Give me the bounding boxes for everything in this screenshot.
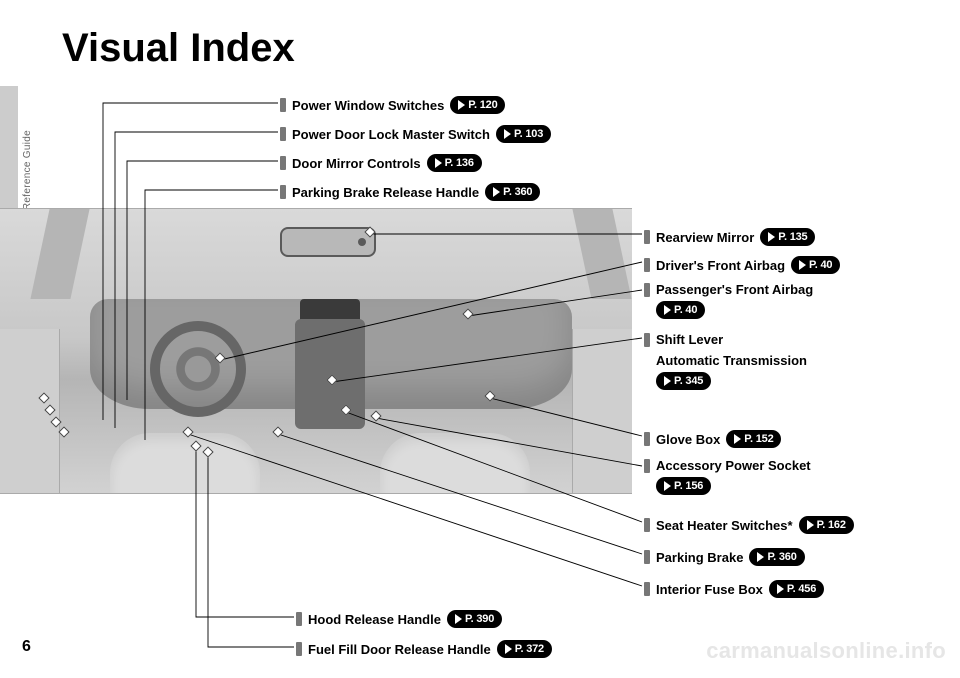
callout-label: Rearview Mirror [656,230,754,245]
page-number: 6 [22,638,31,656]
callout-right: Interior Fuse Box P. 456 [644,580,824,598]
callout-label: Passenger's Front Airbag [656,282,813,297]
callout-label: Fuel Fill Door Release Handle [308,642,491,657]
callout-top: Power Door Lock Master Switch P. 103 [280,125,551,143]
callout-label: Interior Fuse Box [656,582,763,597]
callout-label: Power Door Lock Master Switch [292,127,490,142]
callout-label: Door Mirror Controls [292,156,421,171]
callout-top: Power Window Switches P. 120 [280,96,505,114]
page-ref-pill[interactable]: P. 390 [447,610,502,628]
callout-tick-icon [280,98,286,112]
page-ref-pill[interactable]: P. 156 [656,477,711,495]
callout-tick-icon [644,432,650,446]
callout-label: Driver's Front Airbag [656,258,785,273]
right-door-panel [572,329,632,494]
callout-label: Accessory Power Socket [656,458,811,473]
callout-tick-icon [644,550,650,564]
callout-label: Power Window Switches [292,98,444,113]
left-a-pillar [30,209,89,299]
callout-tick-icon [644,333,650,347]
page-ref-pill[interactable]: P. 456 [769,580,824,598]
page-ref-pill[interactable]: P. 40 [791,256,840,274]
callout-right: Glove Box P. 152 [644,430,781,448]
callout-label: Glove Box [656,432,720,447]
right-a-pillar [572,209,631,299]
page-title: Visual Index [62,26,295,71]
callout-bottom: Fuel Fill Door Release Handle P. 372 [296,640,552,658]
callout-right: Accessory Power Socket P. 156 [644,458,811,495]
steering-wheel [150,321,246,417]
callout-tick-icon [280,127,286,141]
callout-right: Parking Brake P. 360 [644,548,805,566]
callout-tick-icon [644,518,650,532]
callout-right: Shift Lever Automatic Transmission P. 345 [644,332,807,390]
callout-tick-icon [644,258,650,272]
callout-tick-icon [644,230,650,244]
callout-right: Passenger's Front Airbag P. 40 [644,282,813,319]
callout-tick-icon [644,283,650,297]
page-ref-pill[interactable]: P. 40 [656,301,705,319]
page-ref-pill[interactable]: P. 372 [497,640,552,658]
callout-right: Driver's Front Airbag P. 40 [644,256,840,274]
page-ref-pill[interactable]: P. 360 [485,183,540,201]
page-ref-pill[interactable]: P. 103 [496,125,551,143]
driver-seat-shape [110,433,260,494]
callout-label: Parking Brake [656,550,743,565]
callout-tick-icon [644,459,650,473]
callout-right: Seat Heater Switches* P. 162 [644,516,854,534]
callout-label: Seat Heater Switches* [656,518,793,533]
dashboard-photo [0,208,632,494]
center-stack [295,319,365,429]
page-ref-pill[interactable]: P. 345 [656,372,711,390]
passenger-seat-shape [380,433,530,494]
callout-label: Shift Lever [656,332,723,347]
callout-top: Parking Brake Release Handle P. 360 [280,183,540,201]
page-ref-pill[interactable]: P. 136 [427,154,482,172]
page-ref-pill[interactable]: P. 360 [749,548,804,566]
callout-subline: Automatic Transmission [656,353,807,368]
callout-tick-icon [296,612,302,626]
callout-top: Door Mirror Controls P. 136 [280,154,482,172]
callout-label: Hood Release Handle [308,612,441,627]
rearview-mirror-shape [280,227,376,257]
page-ref-pill[interactable]: P. 120 [450,96,505,114]
callout-right: Rearview Mirror P. 135 [644,228,815,246]
callout-tick-icon [644,582,650,596]
callout-tick-icon [296,642,302,656]
callout-bottom: Hood Release Handle P. 390 [296,610,502,628]
page-ref-pill[interactable]: P. 162 [799,516,854,534]
callout-tick-icon [280,156,286,170]
page-ref-pill[interactable]: P. 152 [726,430,781,448]
watermark-text: carmanualsonline.info [706,638,946,664]
callout-label: Parking Brake Release Handle [292,185,479,200]
page-ref-pill[interactable]: P. 135 [760,228,815,246]
callout-tick-icon [280,185,286,199]
